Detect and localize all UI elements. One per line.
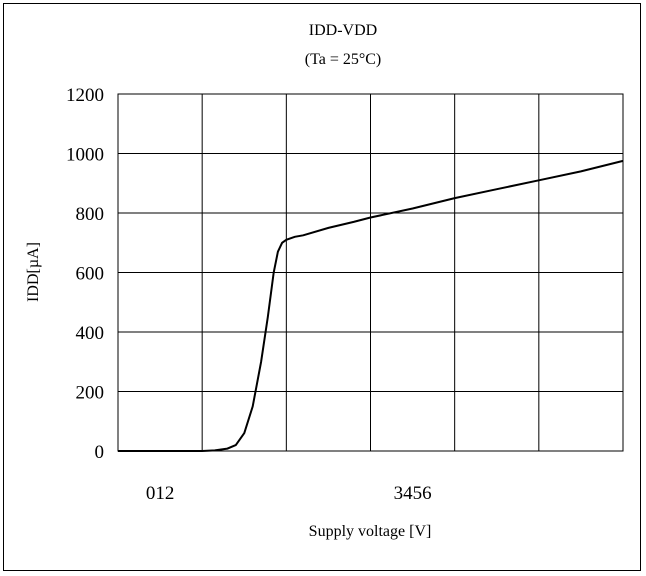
y-tick-label: 600 [76, 264, 105, 285]
gridlines [118, 94, 623, 451]
x-axis-label: Supply voltage [V] [309, 523, 432, 540]
x-tick-label: 3456 [394, 483, 432, 504]
y-tick-label: 400 [76, 323, 105, 344]
y-tick-label: 1000 [66, 145, 104, 166]
chart-frame [3, 3, 641, 571]
plot-area [117, 93, 624, 452]
series-line [118, 159, 624, 452]
y-tick-label: 1200 [66, 85, 104, 106]
y-tick-label: 200 [76, 383, 105, 404]
y-tick-label: 800 [76, 204, 105, 225]
chart-subtitle: (Ta = 25°C) [305, 51, 382, 68]
x-tick-label: 012 [146, 483, 175, 504]
y-axis-label: IDD[µA] [25, 242, 42, 302]
x-tick-labels: 012 3456 [146, 483, 432, 504]
y-tick-labels: 0 200 400 600 800 1000 1200 [66, 85, 104, 463]
y-tick-label: 0 [95, 442, 105, 463]
chart-title: IDD-VDD [309, 22, 377, 39]
